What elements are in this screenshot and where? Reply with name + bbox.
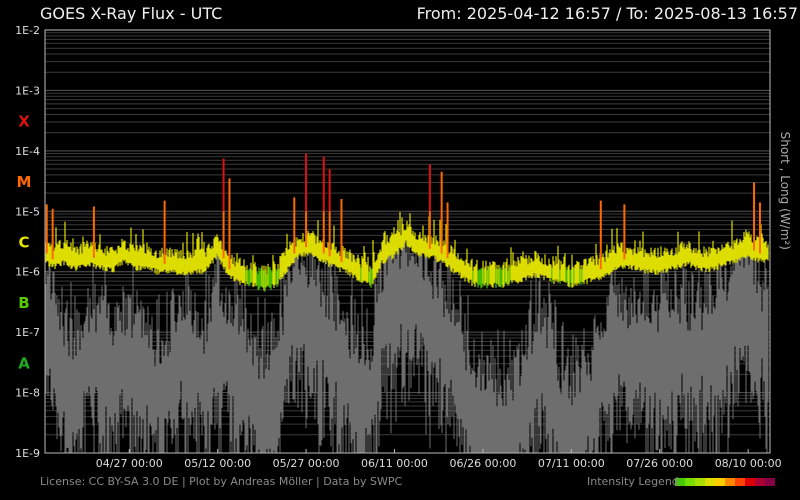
y-tick-label: 1E-2 bbox=[15, 24, 40, 37]
intensity-legend-swatch bbox=[675, 478, 685, 486]
intensity-legend-swatch bbox=[725, 478, 735, 486]
intensity-legend-swatch bbox=[745, 478, 755, 486]
intensity-legend-swatch bbox=[695, 478, 705, 486]
x-tick-label: 04/27 00:00 bbox=[96, 457, 163, 470]
y-tick-label: 1E-9 bbox=[15, 447, 40, 460]
x-tick-label: 08/10 00:00 bbox=[715, 457, 782, 470]
flare-class-label-x: X bbox=[18, 113, 30, 131]
date-range: From: 2025-04-12 16:57 / To: 2025-08-13 … bbox=[417, 4, 798, 23]
x-tick-label: 05/27 00:00 bbox=[273, 457, 340, 470]
intensity-legend-swatch bbox=[715, 478, 725, 486]
x-axis-ticks: 04/27 00:00 05/12 00:00 05/27 00:00 06/11 0… bbox=[96, 449, 782, 470]
flare-class-label-b: B bbox=[18, 294, 29, 312]
range-separator: / bbox=[616, 4, 622, 23]
flare-class-label-m: M bbox=[17, 173, 32, 191]
from-label: From: bbox=[416, 4, 462, 23]
flare-peaks bbox=[45, 153, 761, 270]
y-tick-label: 1E-3 bbox=[15, 84, 40, 97]
y-tick-label: 1E-8 bbox=[15, 387, 40, 400]
intensity-legend-swatch bbox=[765, 478, 775, 486]
x-tick-label: 06/26 00:00 bbox=[449, 457, 516, 470]
from-value: 2025-04-12 16:57 bbox=[466, 4, 611, 23]
license-text: License: CC BY-SA 3.0 DE | Plot by Andre… bbox=[40, 475, 403, 488]
y-tick-label: 1E-7 bbox=[15, 326, 40, 339]
y-axis-ticks: 1E-2 1E-3 1E-4 1E-5 1E-6 1E-7 1E-8 1E-9 bbox=[15, 24, 40, 460]
flare-class-label-a: A bbox=[18, 354, 30, 372]
intensity-legend-bar bbox=[675, 478, 775, 486]
to-label: To: bbox=[626, 4, 649, 23]
intensity-legend-label: Intensity Legend bbox=[587, 475, 679, 488]
y-tick-label: 1E-4 bbox=[15, 145, 40, 158]
intensity-legend-swatch bbox=[705, 478, 715, 486]
x-tick-label: 07/26 00:00 bbox=[626, 457, 693, 470]
x-tick-label: 07/11 00:00 bbox=[538, 457, 605, 470]
y-tick-label: 1E-6 bbox=[15, 266, 40, 279]
intensity-legend-swatch bbox=[685, 478, 695, 486]
flare-class-labels: X M C B A bbox=[17, 113, 32, 373]
plot-frame bbox=[44, 29, 771, 454]
chart-title: GOES X-Ray Flux - UTC bbox=[40, 4, 223, 23]
short-channel-series bbox=[45, 239, 769, 453]
flare-class-label-c: C bbox=[18, 234, 29, 252]
to-value: 2025-08-13 16:57 bbox=[653, 4, 798, 23]
intensity-legend-swatch bbox=[735, 478, 745, 486]
intensity-legend-swatch bbox=[755, 478, 765, 486]
y-axis-label: Short , Long (W/m²) bbox=[778, 132, 792, 250]
y-tick-label: 1E-5 bbox=[15, 205, 40, 218]
x-tick-label: 06/11 00:00 bbox=[361, 457, 428, 470]
x-tick-label: 05/12 00:00 bbox=[184, 457, 251, 470]
